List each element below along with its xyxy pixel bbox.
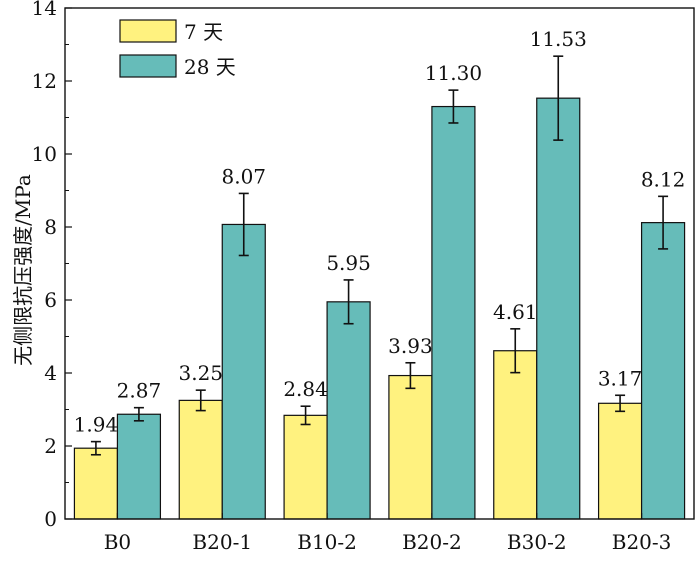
x-tick-label-B30-2: B30-2 xyxy=(507,530,567,554)
bar-7d-B20-2 xyxy=(388,374,433,520)
x-tick-label-B20-3: B20-3 xyxy=(612,530,672,554)
data-label-28d-B20-1: 8.07 xyxy=(221,164,266,188)
data-label-7d-B20-3: 3.17 xyxy=(598,366,643,390)
y-tick-label-4: 4 xyxy=(44,361,57,385)
bar-7d-B30-2 xyxy=(493,350,538,520)
data-label-28d-B30-2: 11.53 xyxy=(530,27,587,51)
bar-28d-B20-1 xyxy=(221,223,266,520)
legend: 7 天 28 天 xyxy=(119,19,236,79)
x-tick-label-B0: B0 xyxy=(104,530,131,554)
bar-28d-B10-2 xyxy=(326,301,371,520)
x-tick-label-B10-2: B10-2 xyxy=(297,530,357,554)
x-tick-label-B20-1: B20-1 xyxy=(192,530,252,554)
x-tick-label-B20-2: B20-2 xyxy=(402,530,462,554)
y-axis-label: 无侧限抗压强度/MPa xyxy=(11,174,35,366)
legend-label-7d: 7 天 xyxy=(184,20,223,44)
data-label-7d-B20-2: 3.93 xyxy=(388,334,433,358)
legend-label-28d: 28 天 xyxy=(184,55,236,79)
error-bars-layer xyxy=(90,55,669,456)
y-tick-label-8: 8 xyxy=(44,215,57,239)
bar-7d-B10-2 xyxy=(283,414,328,520)
data-label-7d-B30-2: 4.61 xyxy=(493,300,538,324)
bar-7d-B20-3 xyxy=(597,402,643,520)
y-tick-label-6: 6 xyxy=(44,288,57,312)
y-tick-label-14: 14 xyxy=(32,0,57,20)
y-tick-label-2: 2 xyxy=(44,434,57,458)
bar-28d-B20-2 xyxy=(431,105,476,520)
data-label-7d-B10-2: 2.84 xyxy=(283,377,328,401)
bar-28d-B20-3 xyxy=(640,222,686,520)
data-label-7d-B0: 1.94 xyxy=(74,413,119,437)
legend-swatch-28d xyxy=(119,54,177,78)
data-label-28d-B0: 2.87 xyxy=(117,379,162,403)
data-labels-layer: 1.94 2.87 3.25 8.07 2.84 5.95 3.93 11.30 4.61 11.… xyxy=(74,27,686,436)
bars-layer xyxy=(73,97,686,520)
data-label-28d-B20-3: 8.12 xyxy=(641,167,686,191)
data-label-28d-B20-2: 11.30 xyxy=(425,61,482,85)
data-label-7d-B20-1: 3.25 xyxy=(178,361,223,385)
bar-28d-B0 xyxy=(116,413,162,520)
legend-swatch-7d xyxy=(119,19,177,43)
bar-7d-B0 xyxy=(73,447,119,520)
y-tick-label-10: 10 xyxy=(32,142,57,166)
axes-layer: B0 B20-1 B10-2 B20-2 B30-2 B20-3 0 2 4 6 8 10 12 14 xyxy=(32,0,695,554)
data-label-28d-B10-2: 5.95 xyxy=(326,251,371,275)
bar-7d-B20-1 xyxy=(178,399,223,520)
y-tick-label-0: 0 xyxy=(44,507,57,531)
bar-28d-B30-2 xyxy=(536,97,581,520)
y-tick-label-12: 12 xyxy=(32,69,57,93)
